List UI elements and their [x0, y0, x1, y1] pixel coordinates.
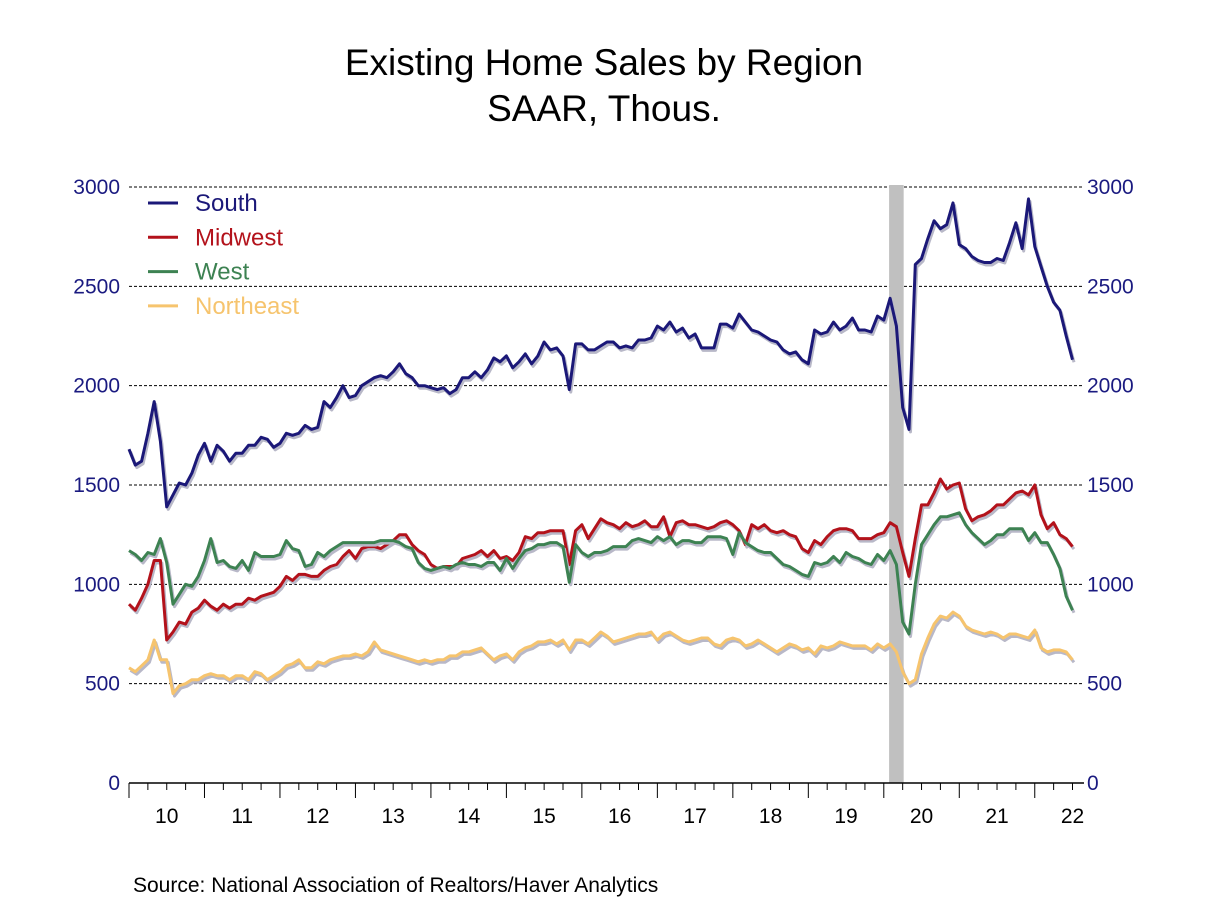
x-tick-label: 18	[759, 805, 782, 828]
series-line-west	[128, 511, 1074, 636]
x-tick-label: 14	[457, 805, 481, 828]
series-shadow-midwest	[129, 480, 1076, 644]
y-tick-label-left: 2000	[73, 375, 120, 398]
x-tick-label: 11	[231, 805, 253, 828]
series-shadow-west	[129, 513, 1076, 638]
legend-label-midwest: Midwest	[195, 224, 283, 251]
y-tick-label-left: 500	[85, 673, 120, 696]
x-tick-label: 17	[683, 805, 706, 828]
y-tick-label-right: 1500	[1087, 474, 1134, 497]
legend-label-south: South	[195, 190, 258, 217]
y-tick-label-left: 2500	[73, 275, 120, 298]
x-tick-label: 16	[608, 805, 631, 828]
y-tick-label-right: 2000	[1087, 375, 1134, 398]
x-tick-label: 10	[155, 805, 178, 828]
series-line-midwest	[127, 477, 1074, 642]
y-tick-label-left: 0	[108, 772, 120, 795]
legend-label-northeast: Northeast	[195, 293, 299, 320]
series-line-northeast	[128, 610, 1074, 696]
y-tick-label-left: 1500	[73, 474, 120, 497]
y-tick-label-right: 3000	[1087, 176, 1134, 199]
recession-shading	[889, 185, 904, 783]
legend-label-west: West	[195, 259, 250, 286]
y-tick-label-left: 1000	[73, 573, 120, 596]
x-tick-label: 21	[985, 805, 1008, 828]
y-tick-label-right: 0	[1087, 772, 1099, 795]
chart-title: Existing Home Sales by Region	[344, 42, 864, 83]
x-tick-label: 12	[306, 805, 329, 828]
source-note: Source: National Association of Realtors…	[133, 874, 659, 897]
y-tick-label-right: 500	[1087, 673, 1122, 696]
y-tick-label-right: 1000	[1087, 573, 1134, 596]
legend: South Midwest West Northeast	[148, 190, 299, 320]
x-tick-label: 20	[910, 805, 933, 828]
x-tick-label: 13	[382, 805, 405, 828]
series-line-south	[127, 197, 1074, 509]
y-tick-label-left: 3000	[73, 176, 120, 199]
y-tick-label-right: 2500	[1087, 275, 1134, 298]
x-tick-label: 22	[1061, 805, 1084, 828]
chart-subtitle: SAAR, Thous.	[487, 88, 721, 129]
series-shadow-south	[129, 199, 1076, 511]
x-tick-label: 15	[532, 805, 555, 828]
x-tick-label: 19	[834, 805, 857, 828]
